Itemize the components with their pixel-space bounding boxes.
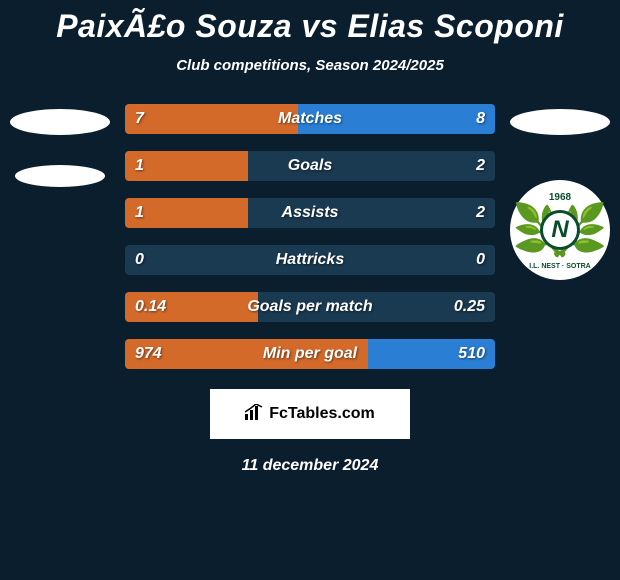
left-badge-bottom [15, 165, 105, 187]
left-badge-top [10, 109, 110, 135]
stat-label: Hattricks [125, 251, 495, 269]
comparison-title: PaixÃ£o Souza vs Elias Scoponi [0, 0, 620, 45]
main-content: 78Matches 12Goals 12Assists 00Hattricks 0.14… [0, 104, 620, 369]
stat-label: Min per goal [125, 345, 495, 363]
comparison-subtitle: Club competitions, Season 2024/2025 [0, 57, 620, 74]
watermark: FcTables.com [210, 389, 410, 439]
crest-inner: 🌿 🌿 1968 N I.L. NEST · SOTRA [520, 190, 600, 270]
stat-row: 78Matches [125, 104, 495, 134]
chart-icon [245, 404, 263, 425]
stat-row: 974510Min per goal [125, 339, 495, 369]
crest-circle: N [540, 210, 580, 250]
watermark-text: FcTables.com [269, 405, 375, 423]
right-badge-column: 🌿 🌿 1968 N I.L. NEST · SOTRA [505, 104, 615, 280]
left-badge-column [5, 104, 115, 187]
stat-row: 0.140.25Goals per match [125, 292, 495, 322]
stat-row: 12Goals [125, 151, 495, 181]
right-badge-top [510, 109, 610, 135]
stat-label: Goals [125, 157, 495, 175]
club-crest: 🌿 🌿 1968 N I.L. NEST · SOTRA [510, 180, 610, 280]
stat-label: Assists [125, 204, 495, 222]
stat-label: Goals per match [125, 298, 495, 316]
crest-year: 1968 [549, 192, 571, 203]
stat-label: Matches [125, 110, 495, 128]
stat-row: 00Hattricks [125, 245, 495, 275]
stat-row: 12Assists [125, 198, 495, 228]
crest-text: I.L. NEST · SOTRA [529, 263, 590, 270]
date-label: 11 december 2024 [0, 457, 620, 475]
stat-bars: 78Matches 12Goals 12Assists 00Hattricks 0.14… [125, 104, 495, 369]
crest-letter: N [551, 216, 568, 244]
